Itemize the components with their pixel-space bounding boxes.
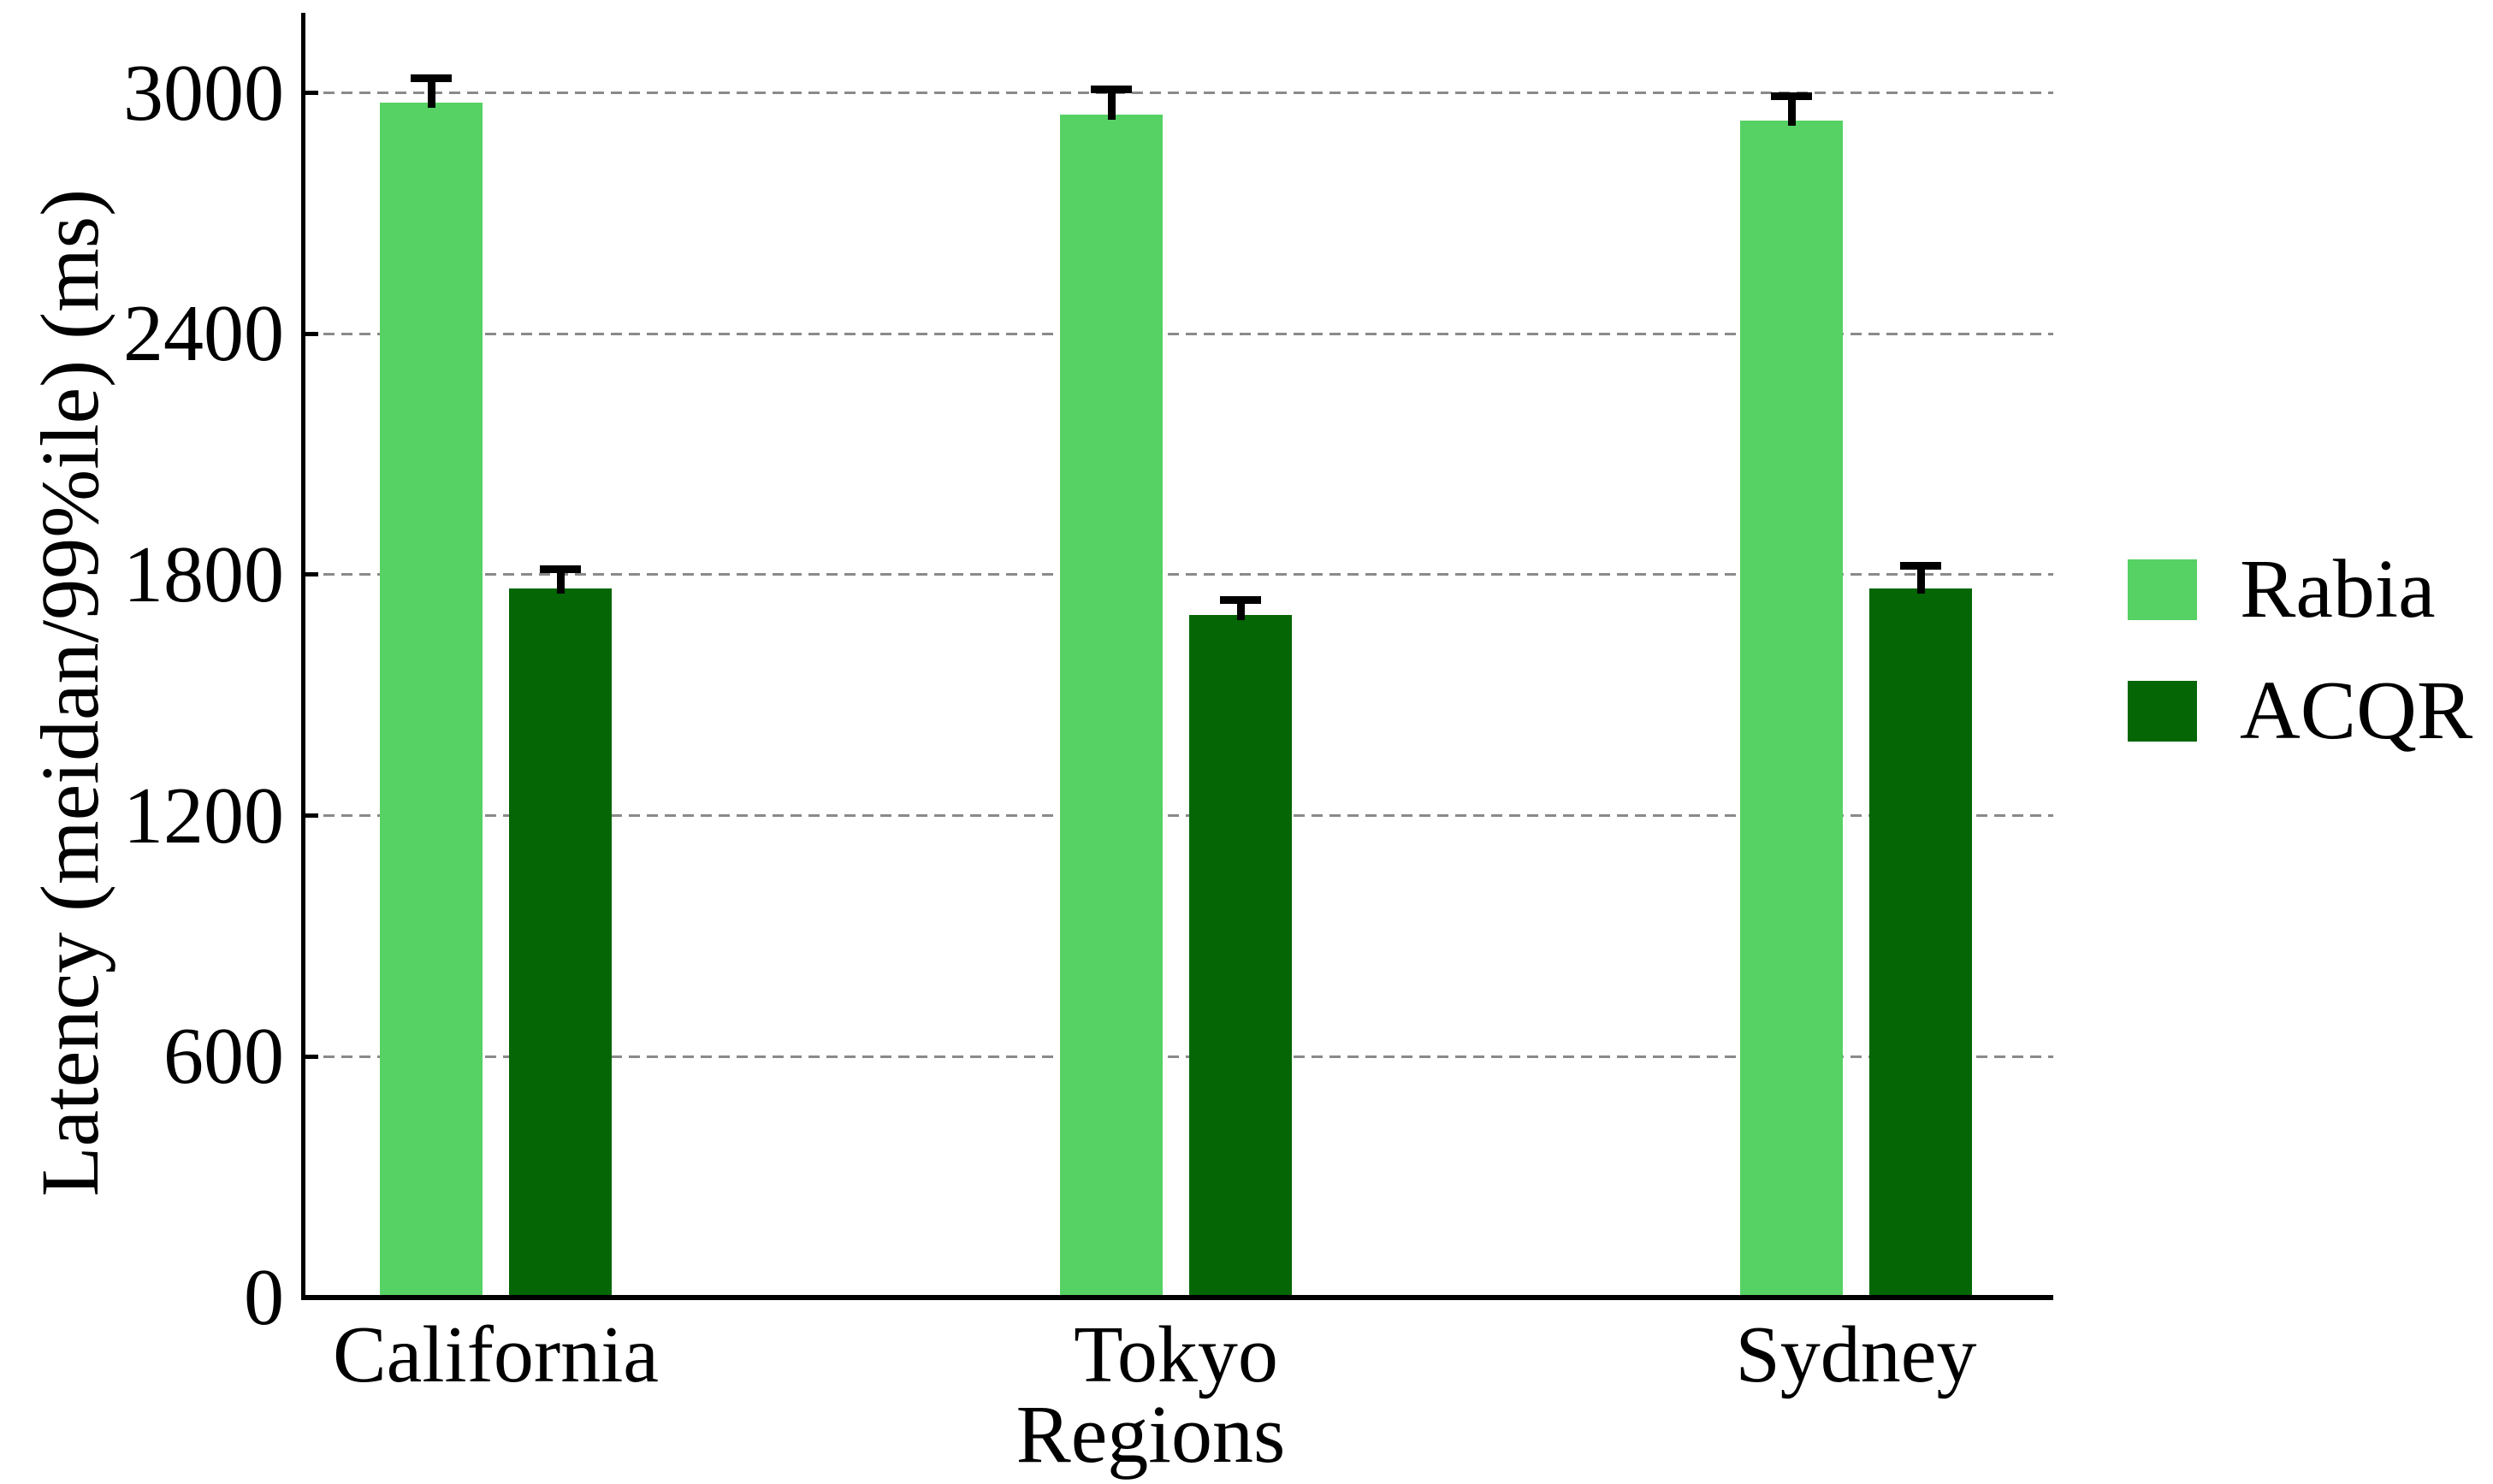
error-bar-cap-acqr-tokyo [1220, 596, 1261, 605]
x-tick-label-sydney: Sydney [1735, 1310, 1977, 1399]
y-tick-label-3000: 3000 [123, 48, 284, 138]
x-tick-label-tokyo: Tokyo [1074, 1310, 1278, 1399]
error-bar-cap-rabia-sydney [1771, 92, 1812, 100]
legend-entry-acqr: ACQR [2128, 664, 2472, 758]
bar-rabia-california [380, 103, 483, 1298]
legend-swatch-rabia [2128, 559, 2197, 620]
error-bar-stem-rabia-california [427, 78, 435, 109]
y-tick-mark-2400 [305, 331, 318, 336]
gridline-600 [305, 1055, 2053, 1058]
y-tick-label-1200: 1200 [123, 771, 284, 860]
bar-acqr-sydney [1869, 588, 1972, 1298]
error-bar-stem-acqr-tokyo [1236, 600, 1245, 620]
error-bar-stem-acqr-sydney [1916, 565, 1925, 594]
gridline-2400 [305, 332, 2053, 335]
legend-label-rabia: Rabia [2240, 543, 2436, 636]
bar-acqr-california [509, 588, 612, 1298]
gridline-1200 [305, 814, 2053, 818]
bar-rabia-tokyo [1060, 115, 1163, 1298]
gridline-1800 [305, 573, 2053, 576]
legend-swatch-acqr [2128, 680, 2197, 742]
y-tick-mark-1800 [305, 572, 318, 577]
y-tick-mark-600 [305, 1054, 318, 1059]
x-axis-label: Regions [1016, 1388, 1286, 1480]
y-tick-label-1800: 1800 [123, 529, 284, 619]
y-tick-label-600: 600 [163, 1012, 284, 1102]
x-tick-label-california: California [332, 1310, 660, 1399]
legend-label-acqr: ACQR [2240, 665, 2473, 757]
y-tick-label-0: 0 [244, 1253, 284, 1342]
y-tick-mark-1200 [305, 813, 318, 819]
error-bar-cap-acqr-sydney [1900, 561, 1941, 570]
x-axis-spine [301, 1295, 2053, 1300]
error-bar-stem-rabia-sydney [1787, 96, 1796, 127]
bar-acqr-tokyo [1189, 614, 1292, 1298]
error-bar-stem-acqr-california [556, 569, 565, 594]
y-axis-spine [301, 13, 305, 1300]
y-axis-label: Latency (meidan/99%ile) (ms) [24, 188, 115, 1197]
error-bar-stem-rabia-tokyo [1107, 89, 1116, 121]
gridline-3000 [305, 92, 2053, 94]
legend-entry-rabia: Rabia [2128, 542, 2436, 636]
y-tick-mark-3000 [305, 91, 318, 95]
error-bar-cap-rabia-california [411, 74, 452, 82]
bar-rabia-sydney [1740, 121, 1843, 1298]
y-tick-label-2400: 2400 [123, 289, 284, 379]
error-bar-cap-rabia-tokyo [1091, 85, 1132, 93]
error-bar-cap-acqr-california [540, 565, 581, 573]
